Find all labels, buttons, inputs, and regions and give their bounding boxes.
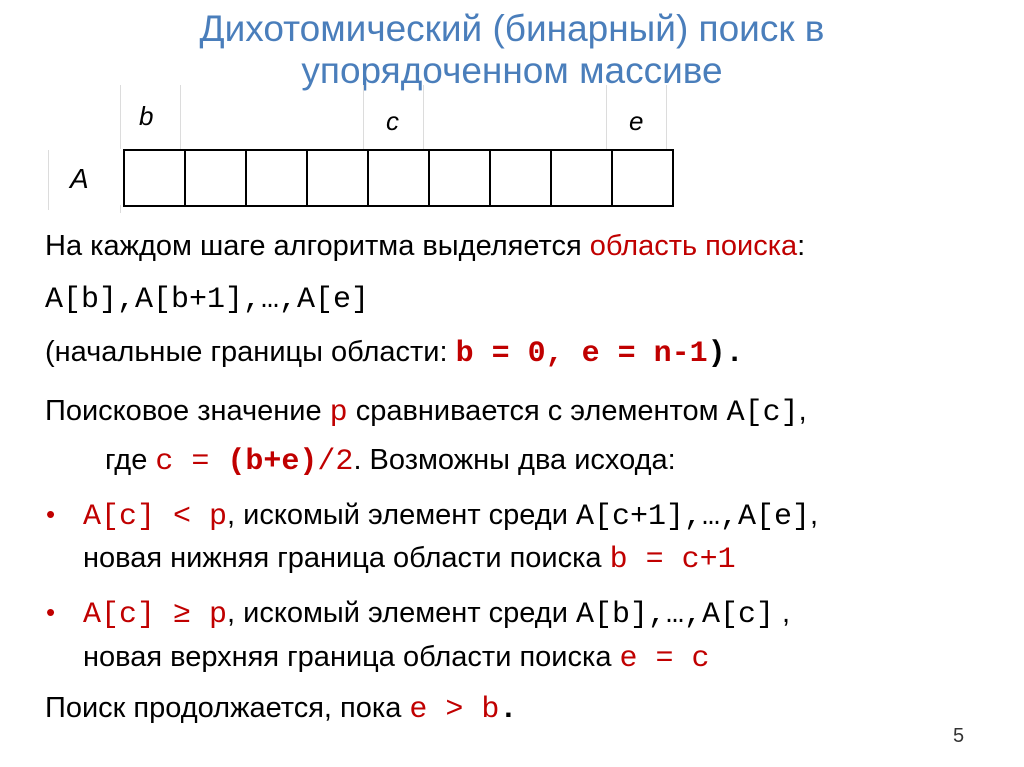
array-cell bbox=[186, 151, 247, 205]
code-fragment: /2 bbox=[317, 445, 354, 479]
text-fragment: новая нижняя граница области поиска bbox=[83, 542, 610, 574]
text-fragment: , bbox=[798, 395, 807, 427]
code-fragment: A[c] ≥ p bbox=[83, 598, 228, 632]
divider bbox=[180, 85, 181, 149]
code-fragment: b = c+1 bbox=[609, 543, 736, 577]
code-fragment: (b+e) bbox=[227, 445, 318, 479]
code-fragment: A[b],A[b+1],…,A[e] bbox=[45, 283, 370, 317]
index-label-b: b bbox=[139, 101, 154, 131]
array-cell bbox=[430, 151, 491, 205]
code-fragment: b = 0, e = n-1 bbox=[455, 337, 708, 371]
text-line: Поиск продолжается, пока e > b. bbox=[45, 690, 517, 728]
code-fragment: e > b bbox=[409, 693, 500, 727]
divider bbox=[363, 85, 364, 149]
text-fragment: сравнивается с элементом bbox=[347, 395, 727, 427]
text-line: A[c] ≥ p, искомый элемент среди A[b],…,A… bbox=[83, 595, 790, 633]
text-line: A[b],A[b+1],…,A[e] bbox=[45, 280, 369, 318]
code-fragment: A[c] < p bbox=[83, 500, 228, 534]
array-cell bbox=[613, 151, 672, 205]
index-label-c: c bbox=[386, 106, 399, 136]
code-fragment: A[c] bbox=[726, 396, 799, 430]
text-fragment: , искомый элемент среди bbox=[227, 597, 576, 629]
text-line: где c = (b+e)/2. Возможны два исхода: bbox=[105, 442, 676, 480]
divider bbox=[120, 85, 121, 149]
divider bbox=[666, 85, 667, 149]
divider bbox=[423, 85, 424, 149]
array-cell bbox=[552, 151, 613, 205]
index-label-e: e bbox=[629, 106, 644, 136]
divider bbox=[120, 205, 121, 213]
array-cell bbox=[308, 151, 369, 205]
array-cell bbox=[491, 151, 552, 205]
text-fragment: На каждом шаге алгоритма выделяется bbox=[45, 230, 590, 262]
divider bbox=[606, 85, 607, 149]
array-cell bbox=[369, 151, 430, 205]
text-line: На каждом шаге алгоритма выделяется обла… bbox=[45, 228, 805, 264]
text-fragment: где bbox=[105, 444, 156, 476]
text-line: (начальные границы области: b = 0, e = n… bbox=[45, 334, 744, 372]
array-cell bbox=[247, 151, 308, 205]
array-label: A bbox=[70, 163, 89, 194]
code-fragment: A[c+1],…,A[e] bbox=[575, 500, 810, 534]
slide-title-line2: упорядоченном массиве bbox=[301, 50, 723, 91]
text-fragment: область поиска bbox=[589, 230, 798, 262]
bullet-icon: • bbox=[46, 597, 56, 627]
text-fragment: Поиск продолжается, пока bbox=[45, 692, 410, 724]
code-fragment: ). bbox=[707, 337, 744, 371]
text-fragment: , искомый элемент среди bbox=[227, 499, 576, 531]
text-line: новая нижняя граница области поиска b = … bbox=[83, 540, 736, 578]
text-fragment: , bbox=[810, 499, 819, 531]
code-fragment: A[b],…,A[c] bbox=[575, 598, 774, 632]
code-fragment: . bbox=[499, 693, 518, 727]
text-line: Поисковое значение p сравнивается с элем… bbox=[45, 393, 807, 431]
bullet-icon: • bbox=[46, 499, 56, 529]
array-cells bbox=[123, 149, 674, 207]
code-fragment: p bbox=[329, 396, 348, 430]
text-fragment: новая верхняя граница области поиска bbox=[83, 641, 620, 673]
code-fragment: e = c bbox=[619, 642, 710, 676]
code-fragment: c = bbox=[155, 445, 228, 479]
text-fragment: (начальные границы области: bbox=[45, 336, 456, 368]
divider bbox=[48, 150, 49, 210]
page-number: 5 bbox=[953, 725, 965, 747]
array-cell bbox=[125, 151, 186, 205]
slide-title-line1: Дихотомический (бинарный) поиск в bbox=[199, 8, 825, 49]
text-line: A[c] < p, искомый элемент среди A[c+1],…… bbox=[83, 497, 818, 535]
text-fragment: . Возможны два исхода: bbox=[353, 444, 676, 476]
text-fragment: Поисковое значение bbox=[45, 395, 330, 427]
text-fragment: : bbox=[797, 230, 806, 262]
text-line: новая верхняя граница области поиска e =… bbox=[83, 639, 710, 677]
text-fragment: , bbox=[774, 597, 791, 629]
